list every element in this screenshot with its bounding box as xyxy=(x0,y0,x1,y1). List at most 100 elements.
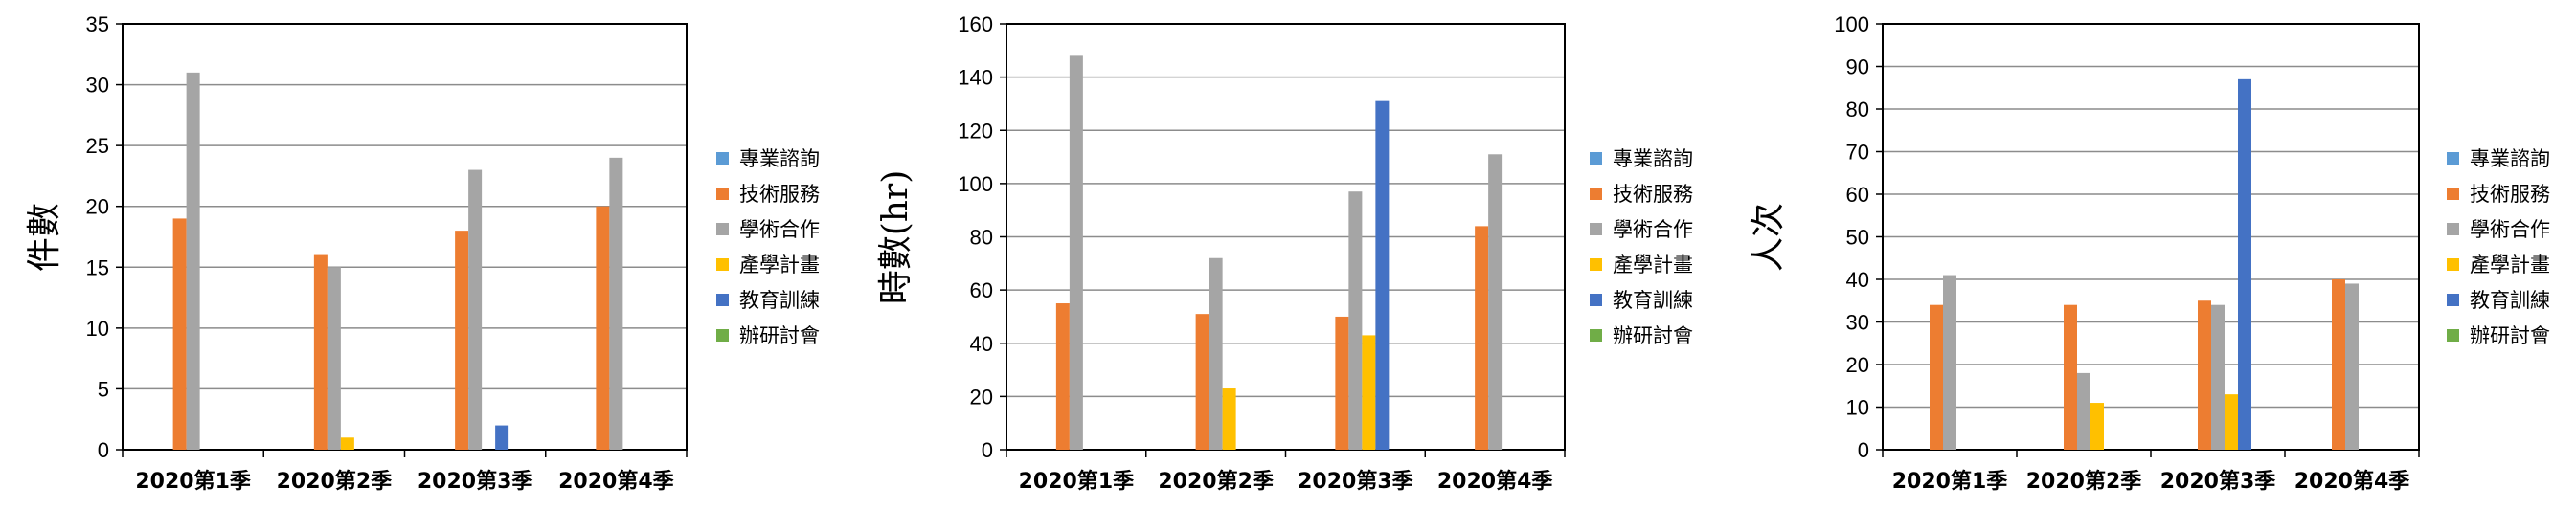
legend-swatch xyxy=(716,294,729,306)
legend-label: 產學計畫 xyxy=(1613,254,1693,277)
legend-swatch xyxy=(716,258,729,271)
y-tick-label: 70 xyxy=(1846,141,1869,165)
legend-swatch xyxy=(2447,152,2459,165)
legend-label: 教育訓練 xyxy=(1613,289,1693,312)
bar xyxy=(2077,372,2090,450)
bar xyxy=(2064,304,2077,450)
legend-swatch xyxy=(2447,188,2459,200)
legend-label: 辦研討會 xyxy=(739,324,820,347)
x-tick-label: 2020第1季 xyxy=(1892,469,2008,494)
bar xyxy=(609,157,623,450)
y-tick-label: 100 xyxy=(958,172,993,196)
legend-label: 產學計畫 xyxy=(739,254,820,277)
legend-swatch xyxy=(1590,188,1602,200)
bar xyxy=(2225,394,2238,450)
legend-label: 學術合作 xyxy=(2470,218,2550,241)
legend-label: 學術合作 xyxy=(739,218,820,241)
bar xyxy=(340,437,354,450)
legend-label: 技術服務 xyxy=(2470,183,2550,206)
bar xyxy=(2090,403,2104,450)
legend-label: 技術服務 xyxy=(739,183,820,206)
bar xyxy=(313,254,328,450)
x-tick-label: 2020第1季 xyxy=(135,469,251,494)
y-tick-label: 15 xyxy=(86,255,109,279)
bar xyxy=(2332,279,2345,450)
y-axis-label: 時數(hr) xyxy=(876,170,915,305)
y-tick-label: 0 xyxy=(982,438,993,462)
bar xyxy=(186,72,200,450)
y-tick-label: 25 xyxy=(86,134,109,158)
bar xyxy=(1069,55,1083,450)
x-tick-label: 2020第4季 xyxy=(2294,469,2410,494)
legend-swatch xyxy=(1590,152,1602,165)
y-tick-label: 60 xyxy=(970,278,993,302)
y-tick-label: 30 xyxy=(86,74,109,98)
legend-label: 辦研討會 xyxy=(2470,324,2550,347)
y-tick-label: 60 xyxy=(1846,183,1869,207)
legend-swatch xyxy=(1590,258,1602,271)
legend-label: 產學計畫 xyxy=(2470,254,2550,277)
bar xyxy=(1488,154,1503,450)
y-tick-label: 140 xyxy=(958,66,993,90)
legend-label: 技術服務 xyxy=(1613,183,1693,206)
chart-2: 0 20 40 60 80 100 120 140 160 2020第1季 2020第2季 2020第… xyxy=(876,12,1693,494)
legend-swatch xyxy=(1590,294,1602,306)
y-tick-label: 120 xyxy=(958,119,993,143)
bar xyxy=(327,267,341,450)
legend-swatch xyxy=(1590,223,1602,235)
bar xyxy=(1475,226,1489,450)
y-tick-label: 30 xyxy=(1846,311,1869,335)
x-tick-label: 2020第3季 xyxy=(1298,469,1413,494)
y-tick-label: 50 xyxy=(1846,226,1869,250)
bar xyxy=(1209,257,1223,450)
bar xyxy=(2238,78,2251,450)
y-tick-label: 5 xyxy=(98,377,109,401)
y-tick-label: 0 xyxy=(1858,438,1869,462)
legend-swatch xyxy=(1590,329,1602,342)
x-tick-label: 2020第1季 xyxy=(1019,469,1135,494)
legend-label: 學術合作 xyxy=(1613,218,1693,241)
legend-label: 專業諮詢 xyxy=(739,147,820,170)
bar xyxy=(455,231,469,450)
bars xyxy=(1930,78,2359,450)
y-tick-label: 0 xyxy=(98,438,109,462)
bar xyxy=(468,169,483,451)
x-tick-label: 2020第3季 xyxy=(2160,469,2276,494)
x-tick-label: 2020第3季 xyxy=(418,469,533,494)
legend-swatch xyxy=(716,188,729,200)
y-tick-label: 20 xyxy=(970,385,993,409)
bar xyxy=(172,218,187,450)
legend-label: 教育訓練 xyxy=(739,289,820,312)
bars xyxy=(1055,55,1503,450)
bar xyxy=(1362,335,1376,450)
legend-label: 教育訓練 xyxy=(2470,289,2550,312)
y-tick-label: 90 xyxy=(1846,55,1869,79)
legend-swatch xyxy=(2447,223,2459,235)
y-tick-label: 100 xyxy=(1834,12,1869,36)
bar xyxy=(2345,283,2359,450)
bar xyxy=(1348,191,1363,450)
x-tick-label: 2020第2季 xyxy=(2026,469,2142,494)
legend-swatch xyxy=(716,329,729,342)
x-tick-label: 2020第2季 xyxy=(277,469,393,494)
bar xyxy=(1930,304,1943,450)
legend-swatch xyxy=(2447,294,2459,306)
legend-label: 辦研討會 xyxy=(1613,324,1693,347)
bar xyxy=(2211,304,2225,450)
y-tick-label: 80 xyxy=(970,226,993,250)
x-tick-label: 2020第2季 xyxy=(1158,469,1274,494)
y-axis-label: 人次 xyxy=(1749,203,1788,272)
bar xyxy=(596,206,610,450)
legend-swatch xyxy=(2447,258,2459,271)
bar xyxy=(1055,303,1070,450)
bar xyxy=(1195,314,1209,450)
bar xyxy=(1335,316,1349,450)
x-tick-label: 2020第4季 xyxy=(558,469,674,494)
y-tick-label: 35 xyxy=(86,12,109,36)
legend-swatch xyxy=(2447,329,2459,342)
y-tick-label: 80 xyxy=(1846,98,1869,122)
